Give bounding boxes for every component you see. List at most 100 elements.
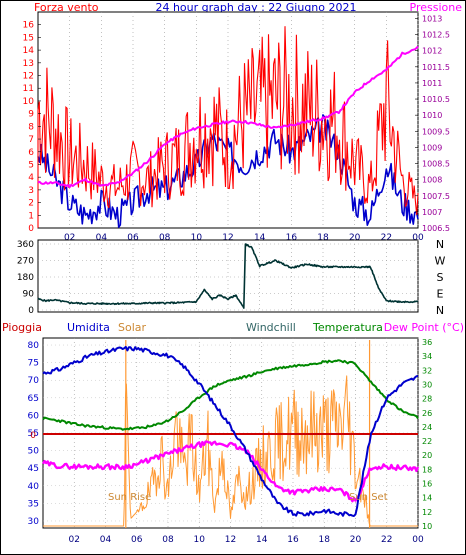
humidity-series — [42, 345, 419, 517]
temperature-line — [42, 359, 419, 431]
direction-tick-label: 90 — [23, 290, 35, 300]
wind-y-tick-label: 12 — [23, 72, 34, 82]
wind-speed-line — [37, 114, 419, 228]
wind-y-tick-label: 5 — [28, 160, 34, 170]
legend-rain: Pioggia — [2, 321, 42, 334]
compass-label: N — [436, 238, 444, 251]
compass-label: E — [437, 288, 444, 301]
temperature-tick-label: 28 — [422, 395, 432, 404]
wind-y-tick-label: 4 — [28, 173, 34, 183]
temperature-series — [42, 359, 419, 431]
thermo-x-tick-label: 10 — [194, 535, 206, 545]
wind-y-tick-label: 14 — [23, 46, 35, 56]
thermo-x-tick-label: 08 — [162, 535, 174, 545]
pressure-tick-label: 1007 — [422, 208, 442, 217]
wind-speed-series — [37, 114, 419, 228]
sunset-label: Sun Set — [349, 492, 388, 503]
wind-y-tick-label: 11 — [23, 84, 34, 94]
wind-y-tick-label: 16 — [23, 21, 35, 31]
solar-line — [43, 375, 418, 527]
pressure-line — [37, 45, 419, 189]
wind-x-tick-label: 10 — [191, 233, 203, 243]
temperature-tick-label: 24 — [422, 423, 432, 432]
legend-humidity: Umidita — [67, 321, 110, 334]
pressure-tick-label: 1011 — [422, 79, 442, 88]
wind-y-tick-label: 9 — [28, 110, 34, 120]
pressure-tick-label: 1009.5 — [422, 127, 450, 136]
wind-direction-chart: 0 N 90 E 180 S 270 W 360 N — [17, 238, 446, 317]
wind-x-tick-label: 02 — [64, 233, 75, 243]
rain-zero-label: 0 — [30, 431, 36, 441]
pressure-tick-label: 1010.5 — [422, 95, 450, 104]
temperature-tick-label: 20 — [422, 451, 432, 460]
legend-solar: Solar — [118, 321, 147, 334]
temperature-tick-label: 30 — [422, 380, 432, 389]
pressure-tick-label: 1012 — [422, 47, 442, 56]
direction-series — [37, 243, 419, 309]
legend-windchill: Windchill — [246, 321, 296, 334]
humidity-tick-label: 80 — [28, 341, 40, 351]
thermo-x-tick-label: 16 — [287, 535, 299, 545]
legend-dewpoint: Dew Point (°C) — [384, 321, 464, 334]
thermo-x-tick-label: 00 — [412, 535, 424, 545]
wind-gust-series — [37, 26, 419, 228]
wind-x-tick-label: 18 — [317, 233, 329, 243]
humidity-temperature-chart: 02 04 06 08 10 12 14 16 18 20 22 00 30 35 40 45 50 55 60 65… — [28, 337, 432, 545]
wind-y-tick-label: 13 — [23, 59, 34, 69]
wind-y-tick-label: 6 — [28, 148, 34, 158]
humidity-tick-label: 70 — [28, 376, 40, 386]
wind-axis-title: Forza vento — [34, 1, 99, 14]
temperature-tick-label: 16 — [422, 480, 432, 489]
pressure-tick-label: 1011.5 — [422, 63, 450, 72]
direction-line — [37, 243, 419, 309]
direction-tick-label: 180 — [17, 273, 34, 283]
wind-y-tick-label: 2 — [28, 199, 34, 209]
thermo-x-tick-label: 18 — [319, 535, 331, 545]
wind-y-tick-label: 7 — [28, 135, 34, 145]
pressure-tick-label: 1010 — [422, 111, 442, 120]
humidity-tick-label: 50 — [28, 447, 40, 457]
thermo-x-tick-label: 06 — [131, 535, 143, 545]
wind-y-tick-label: 1 — [28, 211, 34, 221]
wind-y-tick-label: 3 — [28, 186, 34, 196]
humidity-tick-label: 60 — [28, 411, 40, 421]
thermo-x-tick-label: 04 — [100, 535, 112, 545]
compass-label: W — [435, 255, 446, 268]
temperature-tick-label: 34 — [422, 352, 432, 361]
wind-x-tick-label: 20 — [349, 233, 361, 243]
temperature-tick-label: 18 — [422, 465, 432, 474]
wind-y-tick-label: 10 — [23, 97, 35, 107]
legend: Pioggia Umidita Solar Windchill Temperat… — [2, 321, 464, 334]
chart-title: 24 hour graph day : 22 Giugno 2021 — [155, 1, 356, 14]
wind-x-tick-label: 00 — [412, 233, 424, 243]
dewpoint-series — [41, 440, 420, 503]
direction-tick-label: 0 — [28, 306, 34, 316]
wind-y-tick-label: 0 — [28, 224, 34, 234]
humidity-tick-label: 55 — [28, 429, 39, 439]
thermo-x-tick-label: 12 — [225, 535, 236, 545]
humidity-tick-label: 40 — [28, 482, 40, 492]
thermo-x-tick-label: 20 — [350, 535, 362, 545]
humidity-tick-label: 30 — [28, 517, 40, 527]
compass-label: N — [436, 304, 444, 317]
temperature-tick-label: 14 — [422, 494, 432, 503]
pressure-tick-label: 1006.5 — [422, 224, 450, 233]
pressure-tick-label: 1013 — [422, 14, 442, 23]
temperature-tick-label: 12 — [422, 508, 432, 517]
temperature-tick-label: 22 — [422, 437, 432, 446]
direction-tick-label: 270 — [17, 257, 34, 267]
humidity-tick-label: 75 — [28, 359, 39, 369]
legend-temperature: Temperatura — [312, 321, 383, 334]
thermo-x-tick-label: 02 — [69, 535, 80, 545]
temperature-tick-label: 36 — [422, 338, 432, 347]
wind-x-tick-label: 22 — [381, 233, 392, 243]
wind-x-tick-label: 14 — [254, 233, 266, 243]
wind-x-tick-label: 12 — [222, 233, 233, 243]
pressure-tick-label: 1008 — [422, 176, 442, 185]
pressure-tick-label: 1009 — [422, 143, 442, 152]
humidity-tick-label: 35 — [28, 499, 39, 509]
pressure-tick-label: 1008.5 — [422, 160, 450, 169]
temperature-tick-label: 10 — [422, 522, 432, 531]
